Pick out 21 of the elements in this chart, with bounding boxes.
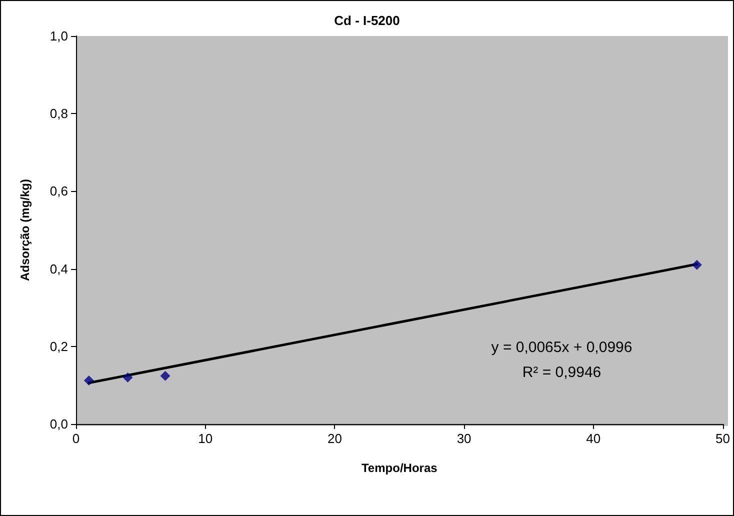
x-axis-title: Tempo/Horas	[361, 461, 438, 475]
point	[122, 372, 133, 382]
annotation: y = 0,0065x + 0,0996	[491, 339, 632, 356]
x-tick-label: 0	[72, 431, 80, 446]
y-tick-label: 1,0	[50, 28, 68, 44]
x-tick-label: 30	[456, 431, 472, 446]
y-axis-title: Adsorção (mg/kg)	[18, 178, 32, 282]
annotation: R² = 0,9946	[522, 364, 602, 382]
y-tick-label: 0,4	[50, 261, 68, 276]
point	[84, 376, 94, 386]
x-tick-label: 10	[198, 431, 213, 446]
x-tick-label: 20	[327, 431, 342, 446]
y-tick-label: 0,8	[50, 106, 68, 122]
point	[160, 370, 170, 381]
y-tick-label: 0,6	[50, 184, 68, 199]
y-tick-label: 0,2	[50, 338, 68, 354]
x-tick-label: 50	[716, 431, 730, 446]
y-tick-label: 0,0	[50, 416, 68, 432]
x-tick-label: 40	[586, 431, 601, 446]
chart-title: Cd - I-5200	[334, 13, 400, 28]
point	[692, 260, 702, 270]
